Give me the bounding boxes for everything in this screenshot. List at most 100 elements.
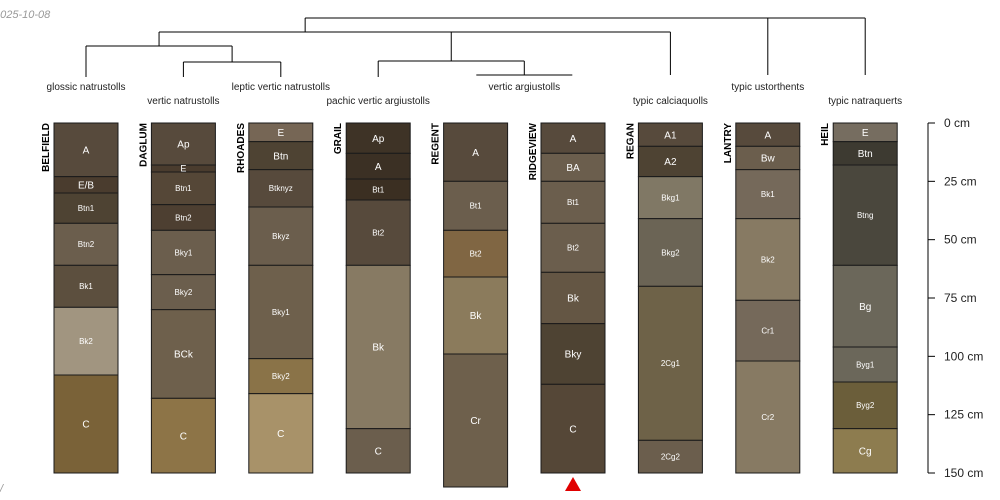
horizon-label: Bt1	[372, 185, 385, 194]
horizon-block	[832, 264, 898, 348]
horizon-label: Bky	[565, 350, 582, 361]
horizon-block	[832, 428, 898, 474]
horizon-label: C	[277, 429, 284, 440]
horizon-block	[53, 222, 119, 266]
taxonomy-label: typic ustorthents	[731, 82, 804, 93]
horizon-label: Btn1	[175, 184, 192, 193]
profile-regan: A1 A2 Bkg1 Bkg2 2Cg1 2Cg2 REGAN	[625, 122, 703, 474]
horizon-block	[150, 229, 216, 276]
horizon-label: C	[82, 420, 89, 431]
horizon-block	[443, 353, 509, 488]
horizon-label: E	[180, 164, 186, 174]
depth-tick-label: 25 cm	[944, 174, 977, 188]
horizon-label: E	[862, 128, 869, 139]
horizon-block	[832, 164, 898, 266]
profile-ridgeview: A BA Bt1 Bt2 Bk Bky C RIDGEVIEW	[528, 122, 606, 474]
depth-tick-label: 50 cm	[944, 233, 977, 247]
horizon-block	[540, 222, 606, 273]
horizon-label: BA	[566, 163, 580, 174]
horizon-label: Ap	[177, 140, 190, 151]
depth-tick-label: 100 cm	[944, 349, 983, 363]
horizon-label: Cr1	[761, 327, 774, 336]
taxonomy-label: pachic vertic argiustolls	[327, 96, 430, 107]
depth-tick-label: 150 cm	[944, 466, 983, 480]
selected-profile-marker-icon	[565, 477, 581, 491]
profile-rhoades: E Btn Btknyz Bkyz Bky1 Bky2 C RHOADES	[236, 122, 314, 474]
horizon-block	[150, 122, 216, 166]
profile-name: REGENT	[431, 123, 442, 165]
horizon-label: Btn1	[78, 204, 95, 213]
horizon-label: Bkg1	[661, 194, 680, 203]
horizon-label: A	[570, 134, 577, 145]
horizon-block	[150, 309, 216, 399]
horizon-label: Btn2	[78, 240, 95, 249]
horizon-block	[540, 122, 606, 154]
horizon-block	[345, 122, 411, 154]
horizon-block	[53, 306, 119, 376]
horizon-label: Byg1	[856, 360, 875, 369]
horizon-block	[637, 218, 703, 287]
horizon-block	[248, 358, 314, 395]
horizon-label: Bk1	[761, 190, 775, 199]
horizon-block	[53, 122, 119, 178]
horizon-label: Ap	[372, 134, 385, 145]
horizon-block	[540, 383, 606, 474]
horizon-block	[53, 192, 119, 224]
horizon-label: 2Cg1	[661, 359, 681, 368]
horizon-block	[248, 264, 314, 360]
taxonomy-label: leptic vertic natrustolls	[232, 82, 330, 93]
horizon-label: Bkyz	[272, 232, 289, 241]
horizon-label: Bw	[761, 154, 776, 165]
profile-heil: E Btn Btng Bg Byg1 Byg2 Cg HEIL	[820, 122, 898, 474]
horizon-label: Btn2	[175, 213, 192, 222]
horizon-label: A	[764, 130, 771, 141]
footer-mark: /	[0, 483, 4, 495]
taxonomy-label: vertic natrustolls	[147, 96, 219, 107]
horizon-label: Bkg2	[661, 248, 680, 257]
horizon-block	[150, 204, 216, 231]
horizon-label: Bt2	[567, 244, 580, 253]
profile-daglum: Ap E Btn1 Btn2 Bky1 Bky2 BCk C DAGLUM	[138, 122, 216, 474]
horizon-label: Byg2	[856, 401, 875, 410]
horizon-label: E	[277, 128, 284, 139]
horizon-block	[345, 199, 411, 266]
horizon-block	[53, 264, 119, 308]
profile-lantry: A Bw Bk1 Bk2 Cr1 Cr2 LANTRY	[723, 122, 801, 474]
profile-name: BELFIELD	[41, 123, 52, 172]
horizon-block	[637, 145, 703, 178]
horizon-block	[248, 393, 314, 474]
horizon-label: Cr2	[761, 413, 774, 422]
horizon-block	[540, 271, 606, 325]
horizon-block	[345, 152, 411, 180]
depth-tick-label: 0 cm	[944, 116, 970, 130]
horizon-label: C	[180, 431, 187, 442]
horizon-label: Bt2	[470, 250, 483, 259]
profile-name: REGAN	[625, 123, 636, 159]
horizon-label: Bk1	[79, 282, 93, 291]
taxonomy-label: typic calciaquolls	[633, 96, 708, 107]
horizon-label: Bky2	[175, 288, 193, 297]
profile-regent: A Bt1 Bt2 Bk Cr REGENT	[431, 122, 509, 488]
horizon-label: Bt2	[372, 229, 385, 238]
horizon-label: 2Cg2	[661, 453, 681, 462]
depth-axis: 0 cm 25 cm 50 cm 75 cm 100 cm 125 cm 150 cm	[927, 116, 983, 480]
taxonomy-label: glossic natrustolls	[47, 82, 126, 93]
horizon-label: Bky1	[272, 308, 290, 317]
horizon-label: E/B	[78, 180, 94, 191]
horizon-label: Bk	[470, 311, 483, 322]
horizon-label: Bt1	[567, 198, 580, 207]
horizon-block	[443, 276, 509, 355]
horizon-block	[832, 346, 898, 383]
horizon-block	[637, 439, 703, 474]
horizon-label: A1	[664, 130, 677, 141]
horizon-label: Bk2	[761, 255, 775, 264]
profile-grail: Ap A Bt1 Bt2 Bk C GRAIL	[333, 122, 411, 474]
horizon-block	[540, 323, 606, 385]
profile-name: RHOADES	[236, 123, 247, 173]
horizon-label: A	[83, 145, 90, 156]
horizon-block	[53, 374, 119, 474]
horizon-label: Cg	[859, 446, 872, 457]
dendrogram	[85, 17, 866, 77]
profile-belfield: A E/B Btn1 Btn2 Bk1 Bk2 C BELFIELD	[41, 122, 119, 474]
horizon-block	[637, 176, 703, 220]
